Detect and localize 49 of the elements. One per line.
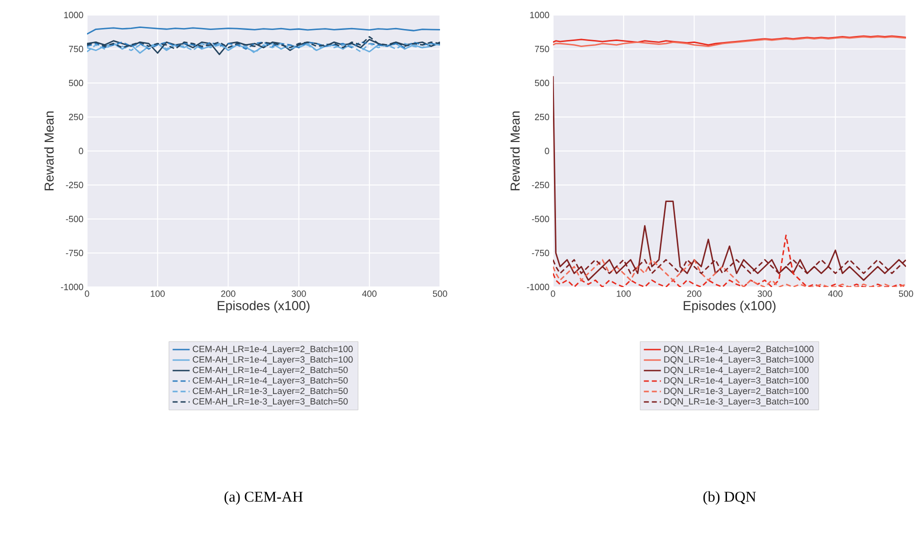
y-tick-label: 500 <box>534 80 550 86</box>
x-tick-label: 400 <box>362 290 377 297</box>
y-tick-label: -250 <box>532 182 550 188</box>
y-tick-label: 1000 <box>64 12 84 18</box>
legend-label: CEM-AH_LR=1e-4_Layer=3_Batch=50 <box>192 377 348 386</box>
x-tick-label: 100 <box>616 290 631 297</box>
x-tick-label: 500 <box>898 290 914 297</box>
y-tick-label: 0 <box>78 148 84 154</box>
legend-label: DQN_LR=1e-3_Layer=2_Batch=100 <box>664 387 808 396</box>
y-tick-label: 1000 <box>530 12 550 18</box>
y-tick-label: 500 <box>68 80 84 86</box>
y-tick-label: 750 <box>534 46 550 52</box>
x-axis-title: Episodes (x100) <box>218 300 310 313</box>
legend-label: DQN_LR=1e-4_Layer=2_Batch=1000 <box>664 346 814 354</box>
x-tick-label: 100 <box>150 290 165 297</box>
legend-label: CEM-AH_LR=1e-3_Layer=2_Batch=50 <box>192 387 348 396</box>
y-tick-label: -250 <box>66 182 84 188</box>
x-tick-label: 0 <box>550 290 556 297</box>
y-tick-label: 0 <box>544 148 550 154</box>
x-tick-label: 500 <box>432 290 448 297</box>
legend-label: CEM-AH_LR=1e-4_Layer=2_Batch=50 <box>192 366 348 375</box>
legend-label: CEM-AH_LR=1e-3_Layer=3_Batch=50 <box>192 398 348 406</box>
x-tick-label: 0 <box>84 290 90 297</box>
text: (b) DQN <box>703 491 756 505</box>
x-axis-title: Episodes (x100) <box>684 300 776 313</box>
y-tick-label: -750 <box>532 250 550 256</box>
y-axis-title: Reward Mean <box>44 112 54 190</box>
legend-label: DQN_LR=1e-3_Layer=3_Batch=100 <box>664 398 808 406</box>
legend-label: CEM-AH_LR=1e-4_Layer=3_Batch=100 <box>192 356 353 364</box>
y-tick-label: -1000 <box>60 284 84 290</box>
y-tick-label: -500 <box>66 216 84 222</box>
y-tick-label: 750 <box>68 46 84 52</box>
x-tick-label: 300 <box>292 290 306 297</box>
legend-label: DQN_LR=1e-4_Layer=3_Batch=100 <box>664 377 808 386</box>
x-tick-label: 400 <box>828 290 843 297</box>
legend-label: DQN_LR=1e-4_Layer=3_Batch=1000 <box>664 356 814 364</box>
x-tick-label: 200 <box>687 290 702 297</box>
x-tick-label: 200 <box>221 290 236 297</box>
line-series <box>553 234 906 287</box>
text: (a) CEM-AH <box>224 491 303 505</box>
y-tick-label: -1000 <box>526 284 550 290</box>
y-tick-label: -500 <box>532 216 550 222</box>
y-axis-title: Reward Mean <box>510 112 520 190</box>
x-tick-label: 300 <box>758 290 772 297</box>
legend-label: DQN_LR=1e-4_Layer=2_Batch=100 <box>664 366 808 375</box>
y-tick-label: -750 <box>66 250 84 256</box>
y-tick-label: 250 <box>68 114 84 120</box>
legend-label: CEM-AH_LR=1e-4_Layer=2_Batch=100 <box>192 346 353 354</box>
y-tick-label: 250 <box>534 114 550 120</box>
